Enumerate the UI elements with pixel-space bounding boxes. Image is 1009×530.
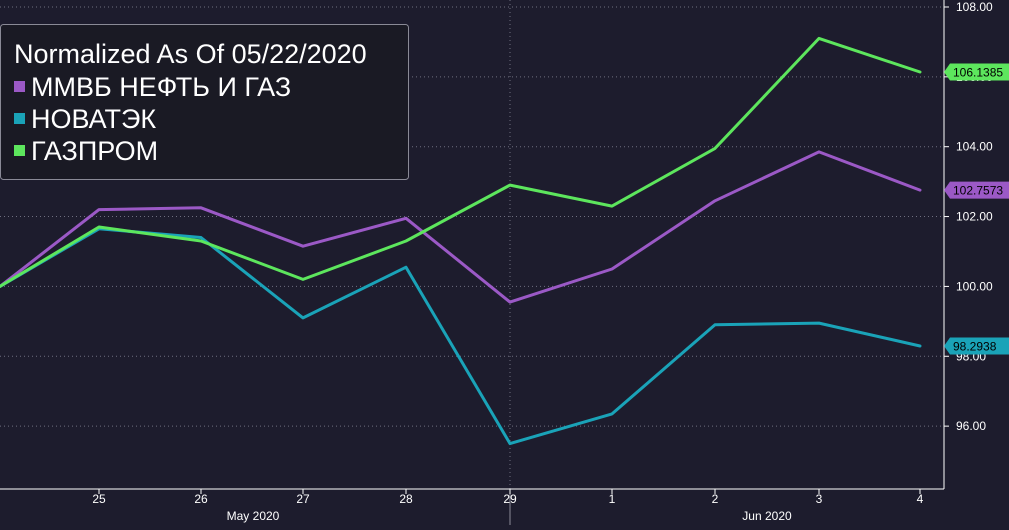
last-value-tag-1 xyxy=(944,337,1009,355)
month-label: Jun 2020 xyxy=(742,509,792,523)
x-tick-label: 28 xyxy=(399,492,413,506)
x-tick-label: 2 xyxy=(712,492,719,506)
series-line-2 xyxy=(0,36,922,288)
month-label: May 2020 xyxy=(227,509,280,523)
last-value-label: 102.7573 xyxy=(953,184,1003,198)
last-value-tag-2 xyxy=(944,63,1009,81)
last-value-label: 98.2938 xyxy=(953,340,997,354)
x-tick-label: 3 xyxy=(816,492,823,506)
legend-label-0: ММВБ НЕФТЬ И ГАЗ xyxy=(31,72,291,102)
y-tick-label: 102.00 xyxy=(956,210,993,224)
legend-swatch-2 xyxy=(14,145,25,156)
series-line-0 xyxy=(0,150,922,304)
legend-swatch-1 xyxy=(14,113,25,124)
x-tick-label: 29 xyxy=(503,492,517,506)
x-tick-label: 25 xyxy=(92,492,106,506)
legend-box xyxy=(0,24,409,180)
x-tick-label: 26 xyxy=(194,492,208,506)
legend-label-2: ГАЗПРОМ xyxy=(31,136,158,166)
last-value-label: 106.1385 xyxy=(953,66,1003,80)
y-tick-label: 108.00 xyxy=(956,0,993,14)
last-value-tag-0 xyxy=(944,181,1009,199)
legend-swatch-0 xyxy=(14,81,25,92)
y-tick-label: 96.00 xyxy=(956,419,986,433)
x-tick-label: 4 xyxy=(917,492,924,506)
legend-label-1: НОВАТЭК xyxy=(31,104,156,134)
chart-title: Normalized As Of 05/22/2020 xyxy=(14,39,367,69)
x-tick-label: 27 xyxy=(296,492,310,506)
y-tick-label: 100.00 xyxy=(956,279,993,293)
y-tick-label: 104.00 xyxy=(956,140,993,154)
x-tick-label: 1 xyxy=(609,492,616,506)
